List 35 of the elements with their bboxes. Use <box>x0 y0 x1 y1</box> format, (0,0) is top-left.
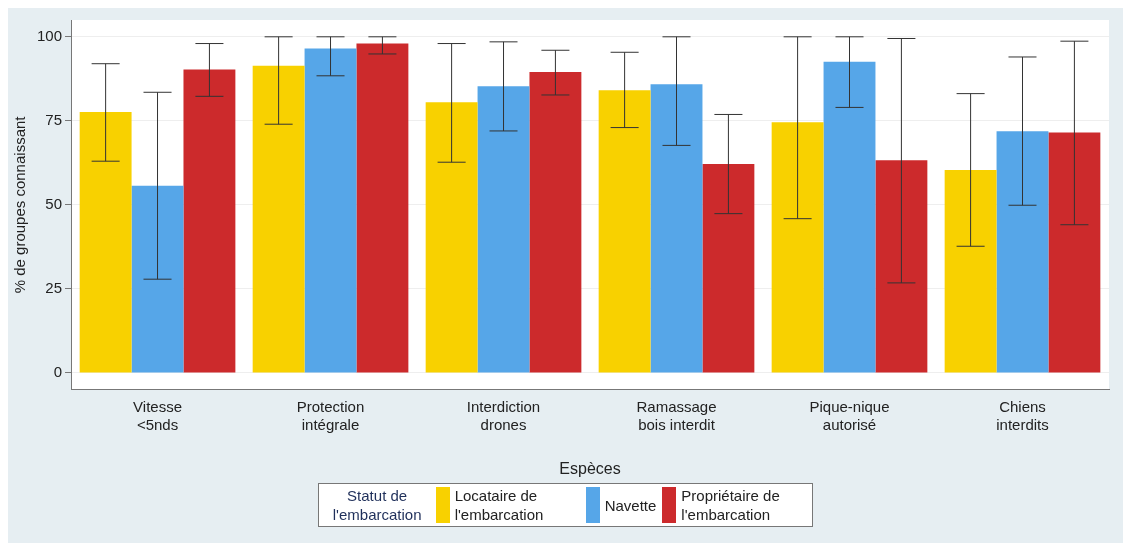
legend-label: Propriétaire de l'embarcation <box>681 486 781 524</box>
y-tick-label: 75 <box>45 111 63 128</box>
x-tick-label: Vitesse <5nds <box>133 397 182 433</box>
bar <box>598 90 651 373</box>
bar <box>131 185 184 373</box>
bar <box>1048 132 1101 373</box>
bar <box>356 43 409 373</box>
bar <box>771 122 824 373</box>
x-tick-label: Ramassage bois interdit <box>636 397 717 433</box>
y-tick-label: 100 <box>37 26 63 44</box>
y-tick-label: 0 <box>53 363 63 381</box>
y-tick-label: 25 <box>45 279 63 297</box>
y-tick-label: 50 <box>45 195 63 213</box>
x-tick-label: Pique-nique autorisé <box>809 397 890 433</box>
legend-label: Navette <box>604 495 657 515</box>
x-tick-label: Protection intégrale <box>296 397 365 433</box>
x-axis-title: Espèces <box>559 459 621 477</box>
bar <box>477 86 530 373</box>
bar <box>650 84 703 373</box>
bar <box>823 61 876 373</box>
y-axis-title: % de groupes connaissant <box>11 115 29 294</box>
bar <box>996 131 1049 373</box>
legend-label: Locataire de l'embarcation <box>454 486 545 524</box>
bar <box>875 160 928 373</box>
bar <box>425 102 478 373</box>
x-tick-label: Interdiction drones <box>466 397 541 433</box>
bar <box>252 65 305 373</box>
bar <box>183 69 236 373</box>
bar <box>944 169 997 373</box>
bar <box>702 163 755 373</box>
bar <box>79 112 132 373</box>
bar <box>304 48 357 373</box>
legend-title: Statut de l'embarcation <box>331 486 423 524</box>
x-tick-label: Chiens interdits <box>996 397 1049 433</box>
bar <box>529 72 582 373</box>
